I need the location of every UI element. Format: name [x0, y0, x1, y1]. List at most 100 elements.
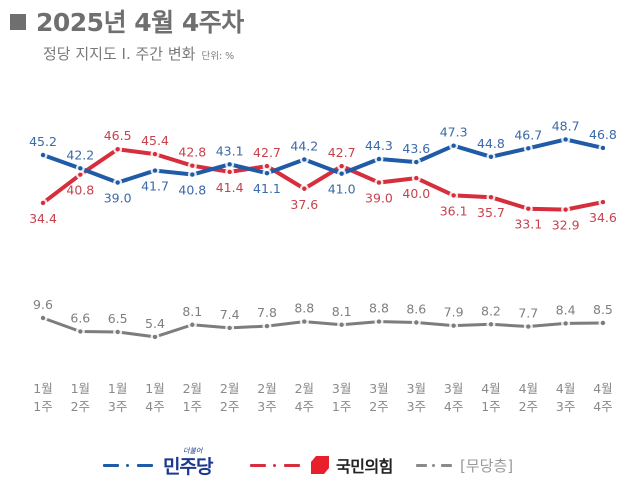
ppp-point [264, 163, 270, 169]
ppp-data-label: 42.7 [253, 145, 281, 160]
x-tick-week: 2주 [369, 399, 388, 414]
legend-item-independent: [무당층] [416, 450, 513, 480]
x-tick-week: 2주 [519, 399, 538, 414]
ppp-data-label: 46.5 [104, 128, 132, 143]
democratic-data-label: 41.0 [328, 182, 356, 197]
subtitle-row: 정당 지지도 Ⅰ. 주간 변화 단위: % [43, 43, 234, 64]
independent-data-label: 7.7 [518, 306, 538, 321]
democratic-data-label: 40.8 [178, 183, 206, 198]
democratic-point [451, 143, 456, 148]
page-title: 2025년 4월 4주차 [36, 8, 244, 37]
series-lines [41, 137, 605, 339]
independent-point [526, 324, 531, 329]
legend-line-gray [416, 462, 452, 468]
unit-label: 단위: % [201, 51, 235, 62]
ppp-data-label: 34.6 [589, 210, 617, 225]
democratic-point [227, 162, 232, 167]
ppp-data-label: 40.8 [66, 183, 94, 198]
democratic-data-label: 41.7 [141, 179, 169, 194]
title-row: 2025년 4월 4주차 [10, 4, 244, 38]
x-tick-month: 4월 [556, 381, 575, 396]
x-tick-month: 3월 [332, 381, 351, 396]
x-tick-week: 1주 [33, 399, 52, 414]
ppp-point [115, 147, 120, 152]
independent-data-label: 8.1 [182, 304, 202, 319]
ppp-data-label: 35.7 [477, 205, 505, 220]
democratic-point [40, 152, 46, 158]
democratic-point [152, 168, 158, 173]
ppp-point [414, 175, 419, 181]
x-tick-month: 1월 [71, 381, 90, 396]
legend-label-independent: [무당층] [460, 456, 514, 475]
x-tick-month: 1월 [145, 381, 164, 396]
x-tick-week: 4주 [593, 399, 612, 414]
independent-data-label: 8.6 [406, 302, 426, 317]
democratic-point [600, 145, 606, 151]
chart-subtitle: 정당 지지도 Ⅰ. 주간 변화 [43, 45, 196, 63]
legend-item-ppp: 국민의힘 [250, 450, 393, 480]
ppp-data-label: 37.6 [290, 197, 318, 212]
independent-data-label: 7.9 [444, 305, 464, 320]
independent-data-label: 6.6 [70, 311, 90, 326]
ppp-point [339, 163, 344, 169]
democratic-line [41, 137, 605, 185]
democratic-data-label: 46.7 [514, 127, 542, 142]
democratic-data-label: 44.8 [477, 136, 505, 151]
democratic-point [376, 156, 382, 162]
x-tick-week: 1주 [481, 399, 500, 414]
democratic-point [190, 172, 195, 177]
x-tick-month: 3월 [444, 381, 463, 396]
legend-line-blue [103, 462, 153, 468]
x-tick-week: 3주 [257, 399, 276, 414]
independent-point [78, 329, 83, 334]
ppp-point [376, 180, 382, 185]
independent-data-label: 8.2 [481, 303, 501, 318]
independent-data-label: 7.4 [220, 307, 240, 322]
independent-point [451, 323, 456, 328]
x-tick-month: 2월 [257, 381, 276, 396]
democratic-point [302, 157, 307, 162]
independent-point [488, 322, 494, 327]
x-tick-month: 2월 [220, 381, 239, 396]
ppp-point [190, 163, 195, 168]
democratic-data-label: 44.3 [365, 138, 393, 153]
x-tick-week: 4주 [444, 399, 463, 414]
ppp-point [227, 169, 232, 175]
democratic-data-label: 44.2 [290, 138, 318, 153]
independent-data-label: 8.8 [369, 301, 389, 316]
x-tick-week: 3주 [556, 399, 575, 414]
x-tick-month: 1월 [108, 381, 127, 396]
x-tick-week: 4주 [145, 399, 164, 414]
independent-data-label: 8.4 [556, 302, 576, 317]
legend-label-ppp: 국민의힘 [336, 457, 393, 476]
ppp-data-label: 32.9 [552, 218, 580, 233]
democratic-party-logo: 더불어 민주당 [163, 447, 213, 479]
ppp-point [600, 199, 606, 205]
ppp-data-label: 36.1 [440, 203, 468, 218]
independent-point [302, 319, 307, 324]
democratic-data-label: 39.0 [104, 191, 132, 206]
independent-point [563, 321, 568, 326]
ppp-logo-icon [311, 456, 329, 474]
x-tick-month: 2월 [183, 381, 202, 396]
independent-data-label: 7.8 [257, 305, 277, 320]
independent-point [376, 319, 382, 324]
ppp-data-label: 42.7 [328, 145, 356, 160]
independent-point [264, 323, 270, 329]
democratic-logo-small-text: 더불어 [183, 446, 203, 455]
ppp-point [451, 193, 456, 198]
ppp-point [526, 206, 531, 211]
x-tick-week: 1주 [332, 399, 351, 414]
line-chart: 9.6 6.6 6.5 5.4 8.1 7.4 7.8 8.8 8.1 8.8 8.6 7.9 8.2 7… [29, 118, 617, 414]
ppp-data-label: 42.8 [178, 145, 206, 160]
ppp-point [488, 194, 494, 200]
data-labels: 9.6 6.6 6.5 5.4 8.1 7.4 7.8 8.8 8.1 8.8 8.6 7.9 8.2 7… [29, 118, 617, 330]
independent-point [227, 325, 232, 331]
democratic-point [339, 171, 344, 176]
democratic-data-label: 42.2 [66, 147, 94, 162]
x-tick-week: 2주 [220, 399, 239, 414]
independent-data-label: 8.8 [294, 301, 314, 316]
x-tick-week: 3주 [108, 399, 127, 414]
legend-item-democratic: 더불어 민주당 [103, 447, 213, 480]
legend-label-democratic: 민주당 [163, 455, 213, 478]
